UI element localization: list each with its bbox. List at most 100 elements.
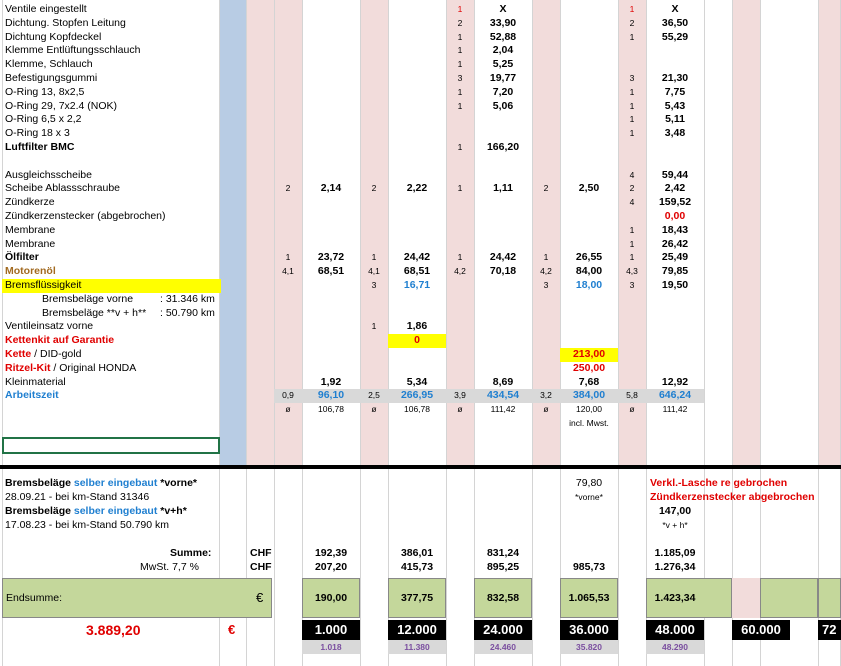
qty-cell-q5: 2 [629, 17, 635, 28]
selected-cell[interactable] [2, 437, 220, 454]
qty-cell-q3: 1 [457, 86, 463, 97]
pink-column-2 [274, 0, 302, 466]
km-3: 24.000 [483, 622, 523, 637]
table-row: O-Ring 18 x 3 1 3,48 [0, 127, 841, 141]
value-cell-v2: 1,86 [406, 320, 428, 333]
km-actual-4: 35.820 [576, 642, 602, 652]
grid-line [818, 0, 819, 666]
value-cell-v5: 36,50 [661, 16, 689, 29]
km-actual-5: 48.290 [662, 642, 688, 652]
row-label: Membrane [5, 223, 56, 236]
mwst-row: MwSt. 7,7 % CHF 207,20 415,73 895,25 985… [0, 560, 841, 574]
value-cell-v3: 1,11 [493, 182, 513, 195]
value-cell-v1: 1,92 [320, 375, 342, 388]
row-label: Ausgleichsscheibe [5, 168, 92, 181]
row-km: : 50.790 km [160, 306, 215, 319]
qty-cell-q5: 1 [629, 128, 635, 139]
endsumme-1: 190,00 [314, 592, 348, 604]
value-cell-v5: 19,50 [661, 279, 689, 291]
row-label: Zündkerze [5, 196, 55, 209]
table-row: Ritzel-Kit / Original HONDA 250,00 [0, 362, 841, 376]
summe-1: 192,39 [314, 547, 348, 559]
qty-cell-q4: 4,2 [540, 266, 552, 277]
pink-column-4 [446, 0, 474, 466]
value-cell-v3: 52,88 [489, 30, 517, 43]
qty-cell-q4: 3 [543, 280, 549, 290]
value-cell-v5: 5,43 [664, 99, 686, 112]
table-row: Arbeitszeit 0,9 96,10 2,5 266,95 3,9 434,54 3,2… [0, 389, 841, 404]
endsumme-currency: € [256, 590, 264, 605]
value-cell-v3: X [499, 3, 507, 15]
value-cell-v1: 2,14 [320, 182, 342, 195]
qty-cell-q1: 0,9 [282, 390, 294, 401]
qty-cell-q5: 1 [629, 238, 635, 249]
value-cell-v2: 5,34 [406, 375, 428, 388]
value-cell-v2: 0 [388, 334, 446, 348]
brems2-row: Bremsbeläge selber eingebaut *v+h* 147,0… [0, 504, 841, 518]
grid-line [646, 0, 647, 666]
value-cell-v5: 12,92 [661, 375, 689, 388]
pink-column-6 [618, 0, 646, 466]
qty-cell-q3: 3 [457, 73, 463, 83]
qty-cell-q5: 1 [629, 86, 635, 97]
value-cell-v5: X [671, 3, 679, 15]
qty-cell-q5: 1 [629, 31, 635, 42]
brems1-label: Bremsbeläge selber eingebaut *vorne* [5, 477, 197, 489]
mwst-5: 1.276,34 [654, 561, 696, 573]
table-row: Bremsflüssigkeit 3 16,71 3 18,00 3 19,50 [0, 279, 841, 293]
mwst-2: 415,73 [400, 561, 434, 573]
km-actual-2: 11.380 [404, 642, 430, 652]
km-actual-1: 1.018 [320, 642, 342, 652]
value-cell-v2: 106,78 [404, 404, 430, 415]
endsumme-3: 832,58 [486, 592, 520, 604]
table-row: Dichtung Kopfdeckel 1 52,88 1 55,29 [0, 31, 841, 45]
grid-line [704, 0, 705, 666]
table-row: Membrane 1 26,42 [0, 238, 841, 252]
value-cell-v2: 266,95 [400, 389, 434, 402]
mwst-3: 895,25 [486, 561, 520, 573]
qty-cell-q5: ø [629, 404, 635, 415]
value-cell-v3: 434,54 [486, 389, 520, 402]
note-lasche: Verkl.-Lasche re gebrochen [650, 477, 788, 489]
qty-cell-q5: 1 [629, 100, 635, 111]
table-row: Motorenöl 4,1 68,51 4,1 68,51 4,2 70,18 4,2 84,0… [0, 265, 841, 279]
qty-cell-q5: 5,8 [626, 390, 638, 401]
value-cell-v5: 59,44 [661, 168, 689, 181]
brems1-date-row: 28.09.21 - bei km-Stand 31346 *vorne* Zü… [0, 490, 841, 504]
pink-column-8 [818, 0, 841, 466]
qty-cell-q3: 1 [457, 59, 463, 70]
value-cell-v1: 23,72 [317, 251, 345, 264]
km-actual-3: 24.460 [490, 642, 516, 652]
grid-line [474, 0, 475, 666]
value-cell-v4: 120,00 [576, 404, 602, 415]
value-cell-v5: 79,85 [661, 265, 689, 278]
grid-line [560, 0, 561, 666]
value-cell-v3: 33,90 [489, 16, 517, 29]
value-cell-v3: 8,69 [492, 375, 514, 388]
value-cell-v3: 5,25 [492, 58, 514, 71]
value-cell-v2: 16,71 [403, 279, 431, 291]
table-row: Luftfilter BMC 1 166,20 [0, 141, 841, 155]
value-cell-v4: 7,68 [578, 375, 600, 388]
summe-label: Summe: [170, 547, 212, 559]
qty-cell-q2: 2 [371, 183, 377, 194]
summe-3: 831,24 [486, 547, 520, 559]
value-cell-v5: 0,00 [664, 210, 686, 222]
grand-total: 3.889,20 [86, 622, 141, 638]
row-label: Scheibe Ablassschraube [5, 182, 120, 195]
table-row: Dichtung. Stopfen Leitung 2 33,90 2 36,50 [0, 17, 841, 31]
row-label: Dichtung. Stopfen Leitung [5, 16, 126, 29]
value-cell-v5: 21,30 [661, 72, 689, 84]
table-row: O-Ring 6,5 x 2,2 1 5,11 [0, 113, 841, 127]
endsumme-row: Endsumme: € 190,00 377,75 832,58 1.065,5… [0, 578, 841, 618]
row-label: Klemme Entlüftungsschlauch [5, 44, 141, 57]
grid-line [446, 0, 447, 666]
table-row: ø 106,78 ø 106,78 ø 111,42 ø 120,00 ø 111,42 [0, 403, 841, 417]
brems1-row: Bremsbeläge selber eingebaut *vorne* 79,… [0, 476, 841, 490]
value-cell-v4: 84,00 [575, 265, 603, 278]
endsumme-5: 1.423,34 [654, 592, 696, 604]
table-row: Kette / DID-gold 213,00 [0, 348, 841, 362]
row-label: Zündkerzenstecker (abgebrochen) [5, 210, 166, 222]
row-label: Befestigungsgummi [5, 72, 98, 84]
